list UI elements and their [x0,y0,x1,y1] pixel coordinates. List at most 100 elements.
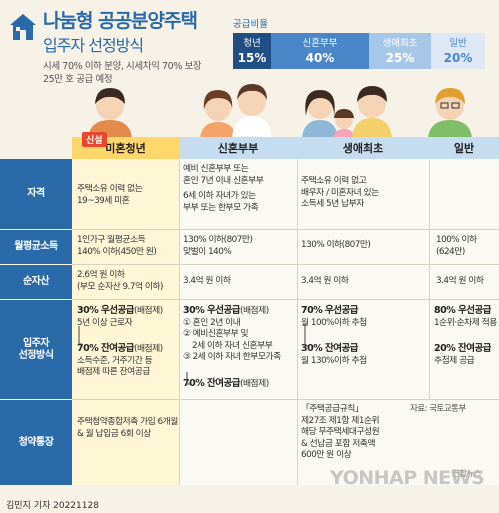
cell-text: 부부 또는 한부모 가족 [183,202,259,213]
ratio-name: 생애최초 [382,38,418,49]
cell-text: (배점제) [240,378,269,389]
cell-method-first-time: 70% 우선공급 월 100%이하 추첨 30% 잔여공급 월 130%이하 추… [301,305,427,367]
general-figure [428,88,472,138]
col-header-label: 생애최초 [342,142,384,155]
supply-ratio-label: 공급비율 [233,19,268,30]
col-header-newlywed: 신혼부부 [179,137,297,159]
cell-text: 3.4억 원 이하 [183,276,231,286]
cell-text: 1순위·순차제 적용 [434,317,497,328]
cell-income-youth: 1인가구 월평균소득 140% 이하(450만 원) [77,235,177,258]
ratio-value: 15% [237,51,267,65]
cell-qual-newlywed: 예비 신혼부부 또는 혼인 7년 이내 신혼부부 6세 이하 자녀가 있는 부부… [183,164,297,214]
source-note: 자료: 국토교통부 [410,404,498,416]
priority-supply-label: 30% 우선공급 [77,305,135,316]
ratio-value: 25% [385,51,415,65]
row-label-income: 월평균소득 [0,230,72,264]
cell-text: & 선납금 포함 저축액 [301,438,376,449]
byline: 김민지 기자 20221128 [6,501,99,511]
cell-text: 1인가구 월평균소득 [77,235,146,245]
cell-method-general: 80% 우선공급 1순위·순차제 적용 20% 잔여공급 추첨제 공급 [434,305,498,367]
cell-text: 추첨제 공급 [434,355,475,366]
col-header-first-time: 생애최초 [297,137,429,159]
row-divider [72,299,499,300]
ratio-first-time: 생애최초 25% [369,33,431,69]
cell-text: ① 혼인 2년 이내 [183,317,241,328]
column-divider [297,159,298,485]
cell-text: 제27조 제1항 제1순위 [301,415,380,426]
people-illustration [88,84,472,138]
remaining-supply-label: 70% 잔여공급 [183,377,241,389]
cell-text: 배점제 따른 잔여공급 [77,367,150,378]
cell-assets-newlywed: 3.4억 원 이하 [183,276,295,288]
cell-text: (배점제) [134,344,163,355]
column-divider [179,159,180,485]
cell-text: 월 130%이하 추첨 [301,355,367,366]
ratio-name: 신혼부부 [302,38,338,49]
cell-text: 130% 이하(807만) [183,235,253,245]
ratio-name: 일반 [449,38,467,49]
row-label-method: 입주자 선정방식 [0,300,72,399]
cell-method-newlywed: 30% 우선공급(배점제) ① 혼인 2년 이내 ② 예비신혼부부 및 2세 이… [183,305,297,391]
row-label-text: 입주자 [22,337,50,349]
cell-text: ③ 2세 이하 자녀 한부모가족 [183,352,281,363]
cell-text: 소득수준, 거주기간 등 [77,355,153,366]
cell-text: 600만 원 이상 [301,450,352,461]
cell-method-youth: 30% 우선공급(배점제) 5년 이상 근로자 70% 잔여공급(배점제) 소득… [77,305,179,379]
row-label-savings: 청약통장 [0,400,72,485]
cell-text: 3.4억 원 이하 [436,276,484,286]
source-text: 자료: 국토교통부 [410,404,466,414]
cell-assets-first-time: 3.4억 원 이하 [301,276,427,288]
cell-text: 5년 이상 근로자 [77,317,133,328]
cell-text: (배점제) [134,306,163,316]
couple-figure [200,84,272,138]
row-divider [72,399,499,400]
description-line: 시세 70% 이하 분양, 시세차익 70% 보장 [43,61,202,72]
cell-qual-youth: 주택소유 이력 없는 19~39세 미혼 [77,184,177,207]
flow-arrows [78,324,308,385]
row-divider [72,264,499,265]
house-icon [8,12,38,42]
priority-supply-label: 70% 우선공급 [301,305,359,316]
cell-savings-first-time: 「주택공급규칙」 제27조 제1항 제1순위 해당 무주택세대구성원 & 선납금… [301,404,429,462]
cell-text: 3.4억 원 이하 [301,276,349,286]
agency-watermark: YONHAP NEWS [330,467,485,489]
cell-text: 「주택공급규칙」 [301,404,364,414]
priority-supply-label: 80% 우선공급 [434,305,492,316]
remaining-supply-label: 70% 잔여공급 [77,343,135,355]
cell-text: 19~39세 미혼 [77,195,130,206]
cell-text: 소득세 5년 납부자 [301,199,364,210]
cell-text: 해당 무주택세대구성원 [301,427,380,438]
cell-text: 130% 이하(807만) [301,240,371,250]
cell-text: 2세 이하 자녀 신혼부부 [192,340,273,351]
cell-text: 주택청약종합저축 가입 6개월 [77,417,178,427]
col-header-label: 신혼부부 [217,142,259,155]
remaining-supply-label: 30% 잔여공급 [301,343,359,355]
cell-text: 주택소유 이력 없는 [77,184,143,194]
column-divider [429,159,430,400]
ratio-name: 청년 [243,38,261,49]
ratio-general: 일반 20% [431,33,485,69]
ratio-value: 20% [443,51,473,65]
cell-text: 맞벌이 140% [183,246,232,257]
cell-text: 6세 이하 자녀가 있는 [183,191,256,202]
cell-text: (624만) [436,246,465,257]
new-badge: 신설 [82,132,107,147]
cell-assets-youth: 2.6억 원 이하 (부모 순자산 9.7억 이하) [77,270,177,293]
cell-text: 2.6억 원 이하 [77,270,125,280]
page-subtitle: 입주자 선정방식 [43,36,144,55]
cell-text: 주택소유 이력 없고 [301,176,367,186]
row-divider [72,229,499,230]
col-header-general: 일반 [429,137,499,159]
cell-income-general: 100% 이하 (624만) [436,235,498,258]
cell-savings-youth: 주택청약종합저축 가입 6개월 & 월 납입금 6회 이상 [77,417,297,440]
agency-logo-small: 연합뉴스 [452,469,482,478]
row-label-text: 선정방식 [18,349,54,361]
cell-income-first-time: 130% 이하(807만) [301,240,427,252]
cell-income-newlywed: 130% 이하(807만) 맞벌이 140% [183,235,295,258]
ratio-value: 40% [305,51,335,65]
cell-text: 140% 이하(450만 원) [77,246,157,257]
cell-text: ② 예비신혼부부 및 [183,329,249,340]
row-label-assets: 순자산 [0,265,72,299]
col-header-label: 일반 [453,142,475,155]
ratio-youth: 청년 15% [233,33,271,69]
